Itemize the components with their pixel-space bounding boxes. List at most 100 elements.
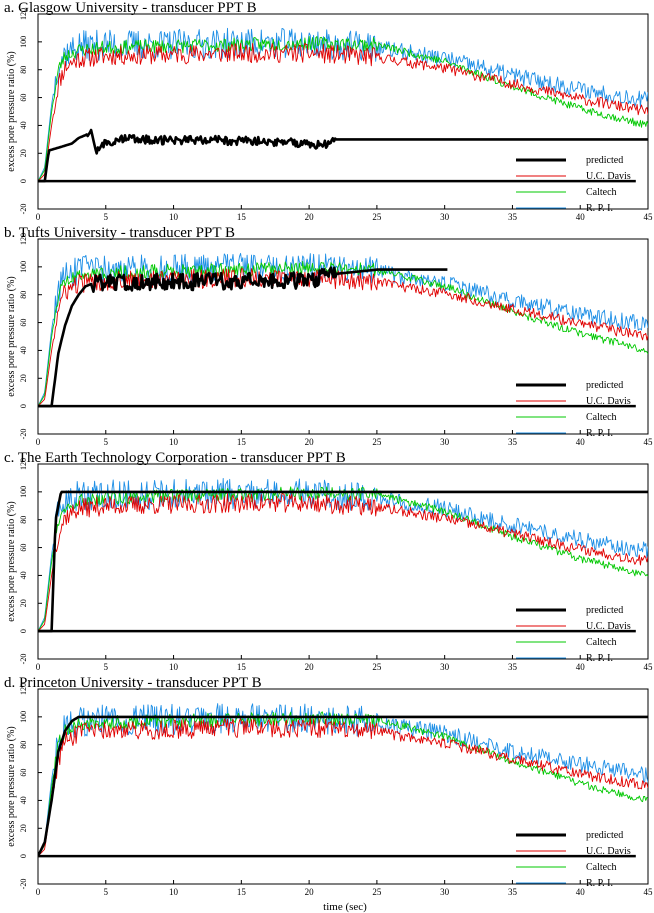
panel-title: a. Glasgow University - transducer PPT B xyxy=(4,0,257,16)
y-tick-label: 40 xyxy=(19,571,28,579)
plot-frame xyxy=(37,463,649,660)
legend-label: predicted xyxy=(586,605,623,616)
y-tick-label: -20 xyxy=(19,654,28,665)
x-tick-label: 35 xyxy=(508,212,518,222)
x-tick-label: 15 xyxy=(237,437,247,447)
legend-label: predicted xyxy=(586,830,623,841)
x-tick-label: 5 xyxy=(104,887,109,897)
x-tick-label: 40 xyxy=(576,887,586,897)
x-axis-label: time (sec) xyxy=(323,901,367,913)
series-group xyxy=(38,477,648,633)
x-tick-label: 0 xyxy=(36,212,41,222)
y-axis-label: excess pore pressure ratio (%) xyxy=(6,51,17,172)
y-tick-label: -20 xyxy=(19,879,28,890)
series-line-r-p-i xyxy=(38,27,648,182)
x-tick-label: 0 xyxy=(36,662,41,672)
series-group xyxy=(38,252,648,408)
y-tick-label: 40 xyxy=(19,796,28,804)
panel-title: d. Princeton University - transducer PPT… xyxy=(4,675,262,691)
x-tick-label: 0 xyxy=(36,437,41,447)
y-tick-label: 80 xyxy=(19,741,28,749)
x-tick-label: 30 xyxy=(440,437,450,447)
x-tick-label: 30 xyxy=(440,662,450,672)
x-tick-label: 45 xyxy=(644,437,654,447)
y-tick-label: 120 xyxy=(19,683,28,695)
series-line-predicted xyxy=(38,715,648,857)
y-tick-label: -20 xyxy=(19,204,28,215)
y-tick-label: 60 xyxy=(19,769,28,777)
legend-label: Caltech xyxy=(586,187,617,198)
y-tick-label: 100 xyxy=(19,711,28,723)
plot-frame xyxy=(37,688,649,885)
series-group xyxy=(38,703,648,857)
y-tick-label: 20 xyxy=(19,599,28,607)
plot-frame xyxy=(37,13,649,210)
y-tick-label: 80 xyxy=(19,291,28,299)
y-tick-label: 0 xyxy=(19,629,28,633)
y-tick-label: 80 xyxy=(19,66,28,74)
x-tick-label: 30 xyxy=(440,212,450,222)
x-tick-label: 35 xyxy=(508,437,518,447)
y-tick-label: 0 xyxy=(19,404,28,408)
series-line-caltech xyxy=(38,261,648,407)
x-tick-label: 25 xyxy=(372,437,382,447)
series-line-caltech xyxy=(38,486,648,632)
legend-label: U.C. Davis xyxy=(586,846,631,857)
y-tick-label: 60 xyxy=(19,94,28,102)
legend-label: Caltech xyxy=(586,412,617,423)
x-tick-label: 40 xyxy=(576,212,586,222)
y-tick-label: 40 xyxy=(19,121,28,129)
panel-2: b. Tufts University - transducer PPT B -2… xyxy=(4,225,653,447)
y-tick-label: 80 xyxy=(19,516,28,524)
legend-label: predicted xyxy=(586,380,623,391)
x-tick-label: 0 xyxy=(36,887,41,897)
x-tick-label: 10 xyxy=(169,662,179,672)
x-tick-label: 15 xyxy=(237,662,247,672)
legend-label: R. P. I. xyxy=(586,653,613,664)
y-tick-label: 60 xyxy=(19,319,28,327)
x-tick-label: 15 xyxy=(237,212,247,222)
x-tick-label: 10 xyxy=(169,887,179,897)
series-line-u-c-davis xyxy=(38,42,648,182)
y-tick-label: 120 xyxy=(19,8,28,20)
panel-1: a. Glasgow University - transducer PPT B… xyxy=(4,0,653,222)
legend-label: R. P. I. xyxy=(586,878,613,889)
legend-label: R. P. I. xyxy=(586,203,613,214)
series-line-u-c-davis xyxy=(38,718,648,857)
x-tick-label: 5 xyxy=(104,212,109,222)
series-line-predicted xyxy=(38,266,448,408)
y-tick-label: 100 xyxy=(19,486,28,498)
x-tick-label: 45 xyxy=(644,887,654,897)
y-tick-label: 20 xyxy=(19,374,28,382)
series-line-u-c-davis xyxy=(38,267,648,407)
x-tick-label: 10 xyxy=(169,212,179,222)
x-tick-label: 35 xyxy=(508,662,518,672)
legend-label: U.C. Davis xyxy=(586,621,631,632)
series-line-predicted xyxy=(38,490,648,633)
x-tick-label: 45 xyxy=(644,212,654,222)
x-tick-label: 40 xyxy=(576,662,586,672)
y-tick-label: 120 xyxy=(19,458,28,470)
panel-title: c. The Earth Technology Corporation - tr… xyxy=(4,450,346,466)
series-line-u-c-davis xyxy=(38,493,648,632)
y-tick-label: 100 xyxy=(19,261,28,273)
x-tick-label: 40 xyxy=(576,437,586,447)
y-axis-label: excess pore pressure ratio (%) xyxy=(6,276,17,397)
x-tick-label: 45 xyxy=(644,662,654,672)
x-tick-label: 20 xyxy=(305,437,315,447)
x-tick-label: 20 xyxy=(305,212,315,222)
x-tick-label: 25 xyxy=(372,662,382,672)
panel-3: c. The Earth Technology Corporation - tr… xyxy=(4,450,653,672)
x-tick-label: 30 xyxy=(440,887,450,897)
x-tick-label: 25 xyxy=(372,887,382,897)
y-tick-label: 40 xyxy=(19,346,28,354)
series-group xyxy=(38,27,648,183)
x-tick-label: 35 xyxy=(508,887,518,897)
y-tick-label: 20 xyxy=(19,149,28,157)
panel-title: b. Tufts University - transducer PPT B xyxy=(4,225,235,241)
panel-4: d. Princeton University - transducer PPT… xyxy=(4,675,653,897)
y-tick-label: 0 xyxy=(19,179,28,183)
x-tick-label: 25 xyxy=(372,212,382,222)
series-line-predicted xyxy=(38,128,648,183)
